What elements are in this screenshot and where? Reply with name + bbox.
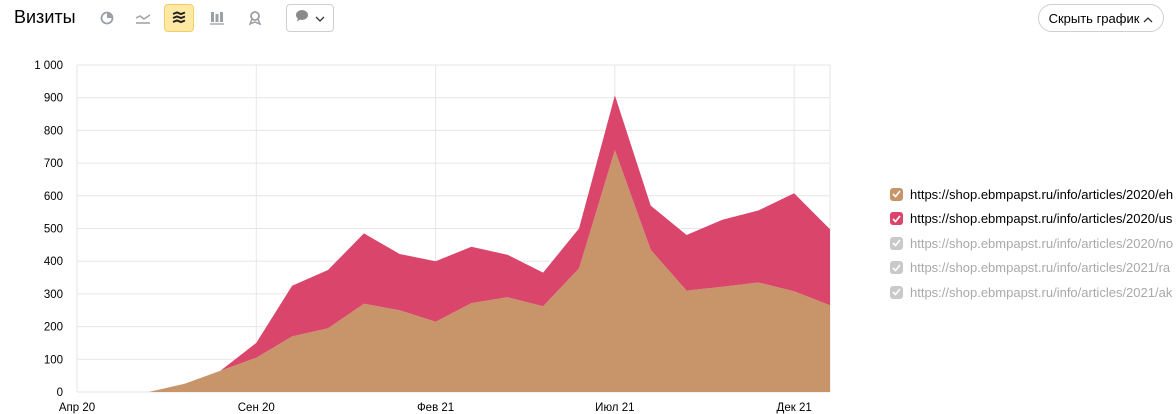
y-tick-label: 100 [44,354,63,366]
pie-chart-button[interactable] [92,4,122,32]
checkbox-icon[interactable] [890,212,903,226]
checkbox-icon[interactable] [890,236,903,250]
legend-label: https://shop.ebmpapst.ru/info/articles/2… [910,235,1174,251]
x-tick-label: Апр 20 [59,402,95,414]
y-tick-label: 700 [44,158,63,170]
bar-chart-icon [209,11,225,25]
legend-item[interactable]: https://shop.ebmpapst.ru/info/articles/2… [890,207,1176,232]
y-tick-label: 600 [44,191,63,203]
chart-legend: https://shop.ebmpapst.ru/info/articles/2… [890,182,1176,305]
stacked-area-button[interactable] [164,4,194,32]
series-area [77,95,830,393]
x-tick-label: Июл 21 [595,402,634,414]
map-icon [248,10,262,26]
chart-areas [77,95,830,393]
x-tick-label: Фев 21 [417,402,454,414]
y-tick-label: 300 [44,289,63,301]
legend-label: https://shop.ebmpapst.ru/info/articles/2… [910,211,1173,227]
series-area [77,150,830,392]
y-tick-label: 500 [44,224,63,236]
line-chart-icon [135,12,151,24]
checkbox-icon[interactable] [890,261,903,275]
line-chart-button[interactable] [128,4,158,32]
x-tick-label: Сен 20 [238,402,275,414]
y-tick-label: 800 [44,125,63,137]
legend-item[interactable]: https://shop.ebmpapst.ru/info/articles/2… [890,256,1176,281]
legend-label: https://shop.ebmpapst.ru/info/articles/2… [910,186,1174,202]
legend-label: https://shop.ebmpapst.ru/info/articles/2… [910,260,1171,276]
checkbox-icon[interactable] [890,285,903,299]
checkbox-icon[interactable] [890,187,903,201]
y-tick-label: 900 [44,93,63,105]
chevron-down-icon [315,9,325,27]
map-button[interactable] [240,4,270,32]
y-tick-label: 200 [44,322,63,334]
comment-icon [295,9,309,27]
bar-chart-button[interactable] [202,4,232,32]
hide-chart-button[interactable]: Скрыть график [1038,4,1164,32]
chart-title: Визиты [14,7,76,27]
y-tick-label: 0 [57,387,63,399]
x-axis: Апр 20 Сен 20 Фев 21 Июл 21 Дек 21 [59,402,812,414]
hide-chart-label: Скрыть график [1048,10,1140,26]
legend-item[interactable]: https://shop.ebmpapst.ru/info/articles/2… [890,182,1176,207]
legend-item[interactable]: https://shop.ebmpapst.ru/info/articles/2… [890,231,1176,256]
legend-label: https://shop.ebmpapst.ru/info/articles/2… [910,284,1173,300]
y-axis: 0 100 200 300 400 500 600 700 800 900 1 000 [34,60,63,399]
chevron-up-icon [1143,11,1153,26]
stacked-area-chart: 0 100 200 300 400 500 600 700 800 900 1 000 Апр 20… [34,60,831,414]
x-tick-label: Дек 21 [777,402,812,414]
pie-chart-icon [100,11,114,25]
stacked-area-icon [171,10,187,26]
legend-item[interactable]: https://shop.ebmpapst.ru/info/articles/2… [890,280,1176,305]
report-header: Визиты Скрыть график [0,0,1176,36]
annotations-dropdown[interactable] [286,4,334,32]
y-tick-label: 400 [44,256,63,268]
y-tick-label: 1 000 [34,60,63,72]
